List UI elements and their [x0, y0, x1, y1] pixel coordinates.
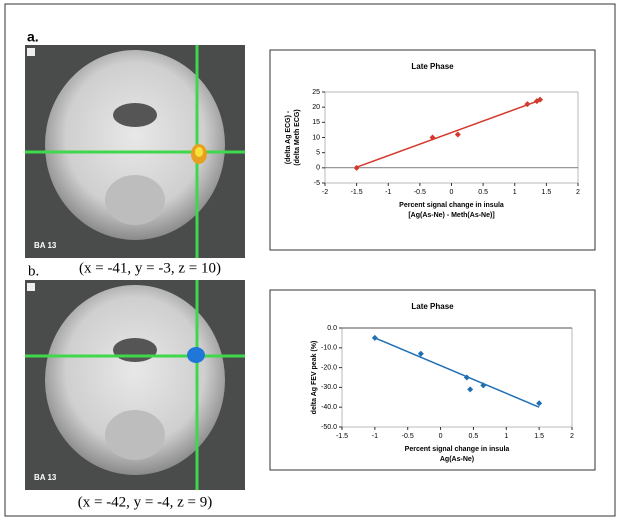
x-axis-label: Percent signal change in insula — [399, 202, 504, 209]
coordinates: (x = -41, y = -3, z = 10) — [79, 260, 221, 276]
x-axis-label: [Ag(As-Ne) - Meth(As-Ne)] — [408, 212, 494, 219]
point — [467, 386, 474, 393]
point — [536, 400, 543, 407]
y-tick-label: -30.0 — [321, 384, 337, 391]
chart-title: Late Phase — [411, 62, 454, 71]
y-tick-label: 10 — [312, 134, 320, 141]
trendline — [356, 99, 541, 168]
y-axis-label: (delta Ag ECG) - — [285, 110, 292, 164]
x-tick-label: -1.5 — [336, 433, 348, 440]
brain-image-a — [25, 45, 245, 258]
x-tick-label: -0.5 — [402, 433, 414, 440]
x-tick-label: 0 — [450, 189, 454, 196]
x-tick-label: 0.5 — [478, 189, 488, 196]
x-tick-label: 1 — [513, 189, 517, 196]
y-tick-label: 15 — [312, 119, 320, 126]
point — [417, 350, 424, 357]
panel-label: b. — [28, 263, 39, 279]
chart-box — [269, 49, 596, 251]
y-axis-label: (delta Meth ECG) — [294, 109, 301, 165]
y-tick-label: -5 — [314, 180, 320, 187]
y-tick-label: -50.0 — [321, 424, 337, 431]
y-axis-label: delta Ag FEV peak (%) — [311, 341, 318, 415]
x-tick-label: 0 — [439, 433, 443, 440]
x-tick-label: 0.5 — [469, 433, 479, 440]
y-tick-label: 0 — [316, 165, 320, 172]
x-axis-label: Percent signal change in insula — [405, 446, 510, 453]
trendline — [374, 337, 540, 408]
x-tick-label: -1 — [385, 189, 391, 196]
x-tick-label: 2 — [570, 433, 574, 440]
frame — [4, 3, 616, 517]
x-tick-label: 2 — [576, 189, 580, 196]
region-label: BA 13 — [34, 241, 57, 250]
y-tick-label: 0.0 — [327, 325, 337, 332]
x-tick-label: 1.5 — [542, 189, 552, 196]
y-tick-label: -40.0 — [321, 404, 337, 411]
brain-image-b — [25, 280, 245, 490]
y-tick-label: -20.0 — [321, 364, 337, 371]
x-tick-label: 1.5 — [534, 433, 544, 440]
panel-label: a. — [27, 29, 39, 45]
x-tick-label: -1 — [372, 433, 378, 440]
x-tick-label: -0.5 — [414, 189, 426, 196]
chart-title: Late Phase — [411, 302, 454, 311]
x-tick-label: -2 — [322, 189, 328, 196]
x-tick-label: -1.5 — [351, 189, 363, 196]
region-label: BA 13 — [34, 473, 57, 482]
point — [454, 131, 461, 138]
x-axis-label: Ag(As-Ne) — [440, 456, 474, 463]
x-tick-label: 1 — [504, 433, 508, 440]
y-tick-label: 20 — [312, 104, 320, 111]
y-tick-label: 25 — [312, 89, 320, 96]
y-tick-label: 5 — [316, 150, 320, 157]
chart-box — [269, 289, 596, 471]
y-tick-label: -10.0 — [321, 345, 337, 352]
coordinates: (x = -42, y = -4, z = 9) — [78, 494, 213, 510]
